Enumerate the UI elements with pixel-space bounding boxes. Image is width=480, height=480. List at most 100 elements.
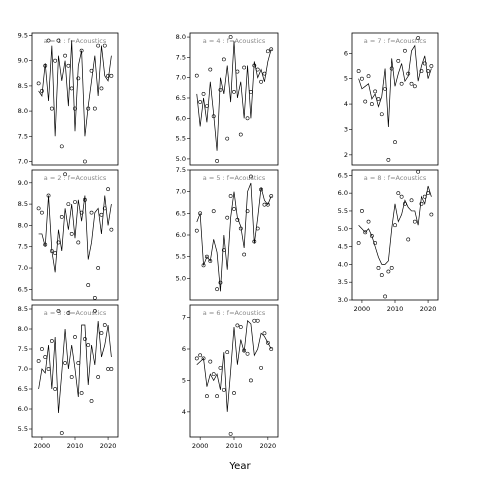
y-tick-label: 9.5 bbox=[18, 32, 28, 40]
data-point bbox=[73, 335, 77, 339]
data-point bbox=[59, 431, 64, 435]
data-point bbox=[242, 65, 247, 70]
data-point bbox=[194, 356, 199, 361]
data-point bbox=[403, 48, 407, 53]
data-point bbox=[376, 266, 381, 270]
series-line bbox=[38, 320, 112, 414]
data-point bbox=[259, 187, 263, 192]
panel-frame bbox=[31, 169, 119, 301]
y-tick-label: 7.5 bbox=[176, 53, 186, 61]
data-point bbox=[92, 309, 97, 313]
data-point bbox=[249, 89, 253, 94]
data-point bbox=[262, 71, 267, 76]
data-point bbox=[262, 202, 267, 207]
data-point bbox=[194, 73, 199, 78]
data-point bbox=[201, 263, 206, 268]
data-point bbox=[265, 49, 270, 54]
data-point bbox=[66, 63, 71, 68]
y-tick-label: 6.0 bbox=[338, 189, 348, 197]
data-point bbox=[412, 219, 417, 224]
data-point bbox=[40, 89, 44, 93]
y-tick-label: 4.5 bbox=[338, 243, 348, 251]
data-point bbox=[49, 106, 54, 111]
y-tick-label: 3.5 bbox=[338, 278, 348, 286]
data-point bbox=[269, 347, 274, 351]
data-point bbox=[221, 57, 226, 62]
data-point bbox=[238, 132, 243, 137]
y-tick-label: 5 bbox=[344, 75, 348, 83]
data-point bbox=[63, 53, 67, 58]
data-point bbox=[109, 73, 114, 78]
data-point bbox=[36, 81, 41, 86]
data-point bbox=[406, 237, 411, 242]
data-point bbox=[426, 69, 430, 73]
panel-title: a = 1 : f=Acoustics bbox=[44, 37, 107, 45]
data-point bbox=[99, 212, 104, 217]
panel-title: a = 4 : f=Acoustics bbox=[203, 37, 266, 45]
panel-title: a = 7 : f=Acoustics bbox=[364, 37, 427, 45]
data-point bbox=[422, 61, 427, 66]
y-tick-label: 6.0 bbox=[176, 114, 186, 122]
data-point bbox=[393, 140, 397, 145]
y-tick-label: 6.5 bbox=[18, 385, 28, 393]
data-point bbox=[53, 251, 58, 256]
data-point bbox=[86, 343, 91, 347]
data-point bbox=[215, 394, 219, 399]
data-point bbox=[56, 38, 61, 43]
data-point bbox=[218, 365, 223, 370]
y-tick-label: 8.0 bbox=[18, 107, 28, 115]
panel-title: a = 3 : f=Acoustics bbox=[44, 309, 107, 317]
x-axis-label: Year bbox=[228, 461, 251, 472]
data-point bbox=[225, 350, 230, 355]
data-point bbox=[69, 232, 74, 236]
data-point bbox=[399, 81, 404, 86]
data-point bbox=[221, 387, 226, 392]
data-point bbox=[255, 318, 260, 323]
data-point bbox=[49, 339, 54, 343]
data-point bbox=[238, 226, 243, 231]
y-tick-label: 6 bbox=[344, 49, 348, 57]
y-tick-label: 6.5 bbox=[176, 94, 186, 102]
data-point bbox=[262, 331, 267, 336]
data-point bbox=[422, 194, 427, 199]
data-point bbox=[419, 69, 424, 73]
data-point bbox=[366, 74, 371, 79]
y-tick-label: 9.0 bbox=[18, 179, 28, 187]
y-tick-label: 8.0 bbox=[18, 221, 28, 229]
y-tick-label: 8.5 bbox=[18, 305, 28, 313]
data-point bbox=[396, 59, 401, 63]
data-point bbox=[373, 241, 378, 245]
data-point bbox=[366, 219, 371, 224]
data-point bbox=[63, 172, 67, 177]
data-point bbox=[211, 209, 216, 214]
y-tick-label: 8.5 bbox=[18, 82, 28, 90]
y-tick-label: 5.5 bbox=[338, 207, 348, 215]
data-point bbox=[429, 64, 434, 68]
data-point bbox=[205, 394, 209, 399]
data-point bbox=[40, 210, 44, 215]
y-tick-label: 6.0 bbox=[176, 231, 186, 239]
y-tick-label: 7.5 bbox=[176, 166, 186, 174]
data-point bbox=[409, 198, 414, 203]
data-point bbox=[211, 372, 216, 377]
data-point bbox=[205, 254, 209, 259]
series-line bbox=[358, 185, 432, 265]
data-point bbox=[228, 194, 233, 198]
y-tick-label: 7.5 bbox=[18, 132, 28, 140]
y-tick-label: 6.0 bbox=[18, 405, 28, 413]
x-tick-label: 2020 bbox=[100, 442, 117, 450]
data-point bbox=[383, 86, 387, 91]
data-point bbox=[269, 194, 274, 198]
data-point bbox=[83, 337, 87, 341]
data-point bbox=[255, 226, 260, 231]
y-tick-label: 4 bbox=[344, 100, 348, 108]
series-line bbox=[358, 44, 432, 127]
y-tick-label: 6.5 bbox=[338, 171, 348, 179]
data-point bbox=[245, 209, 250, 214]
data-point bbox=[403, 201, 407, 206]
y-tick-label: 5.0 bbox=[176, 274, 186, 282]
data-point bbox=[393, 223, 397, 228]
data-point bbox=[208, 259, 213, 263]
data-point bbox=[201, 356, 206, 361]
